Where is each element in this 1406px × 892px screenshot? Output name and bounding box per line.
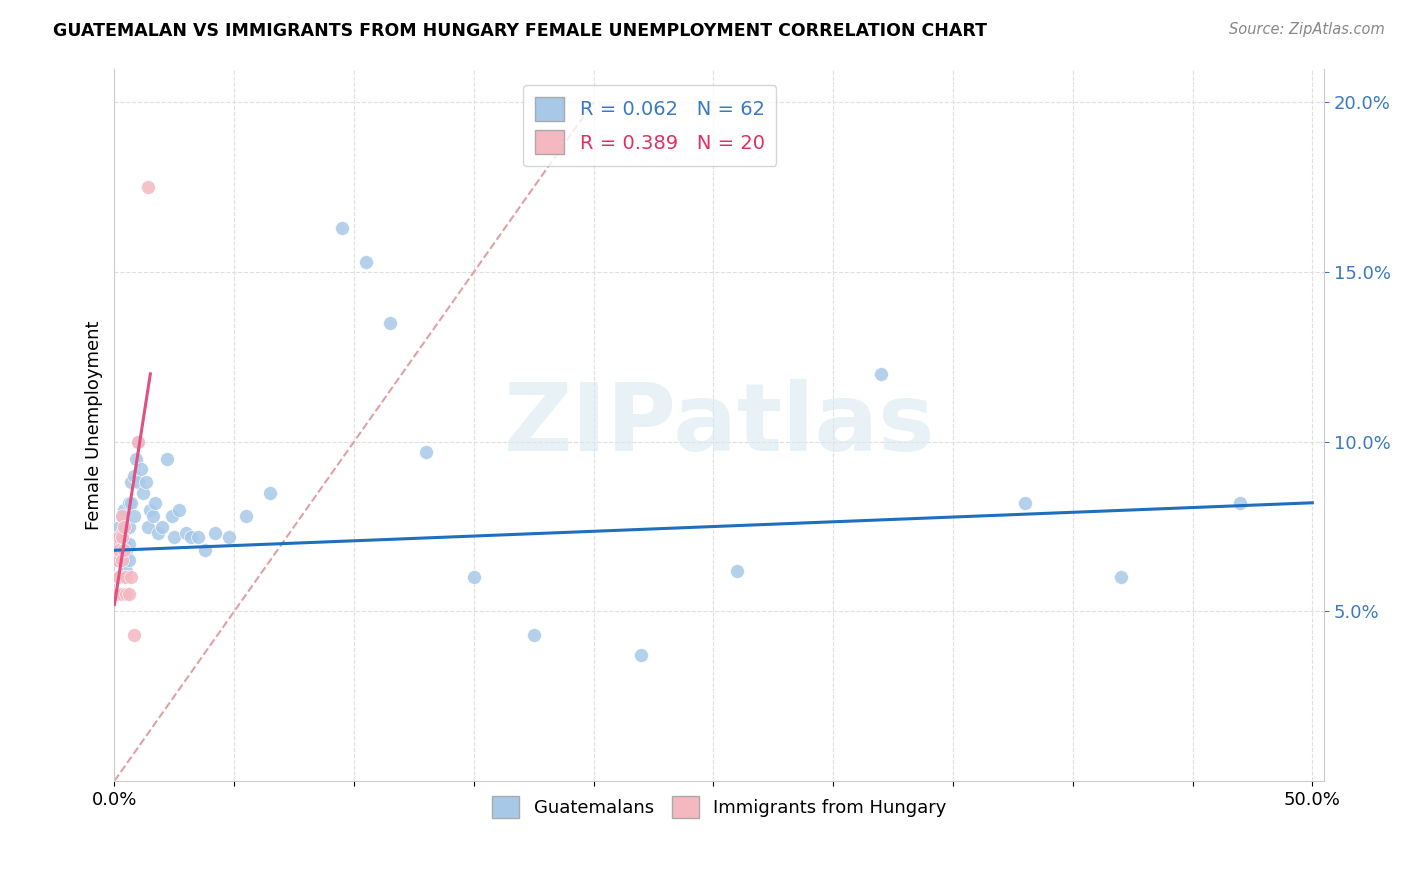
Point [118, 519, 141, 533]
Point [112, 553, 135, 567]
Point [115, 570, 138, 584]
Point [118, 496, 141, 510]
Point [194, 543, 217, 558]
Point [112, 536, 135, 550]
Point [330, 221, 353, 235]
Point [108, 570, 131, 584]
Point [125, 451, 148, 466]
Point [150, 519, 173, 533]
Point [105, 570, 128, 584]
Point [136, 180, 159, 194]
Point [122, 468, 145, 483]
Point [112, 570, 135, 584]
Point [136, 519, 159, 533]
Point [118, 536, 141, 550]
Point [129, 462, 152, 476]
Point [127, 475, 149, 490]
Point [108, 553, 131, 567]
Point [235, 509, 257, 524]
Text: Source: ZipAtlas.com: Source: ZipAtlas.com [1229, 22, 1385, 37]
Point [110, 530, 132, 544]
Point [108, 530, 131, 544]
Point [108, 536, 131, 550]
Point [870, 367, 893, 381]
Point [115, 543, 138, 558]
Point [1109, 570, 1132, 584]
Point [105, 530, 128, 544]
Point [523, 628, 546, 642]
Point [110, 509, 132, 524]
Point [110, 509, 132, 524]
Point [415, 445, 437, 459]
Point [1229, 496, 1251, 510]
Point [108, 519, 131, 533]
Point [118, 553, 141, 567]
Text: ZIPatlas: ZIPatlas [503, 379, 935, 471]
Point [354, 255, 377, 269]
Point [174, 526, 197, 541]
Point [108, 570, 131, 584]
Point [112, 543, 135, 558]
Point [105, 570, 128, 584]
Point [118, 587, 141, 601]
Point [127, 434, 149, 449]
Point [122, 509, 145, 524]
Point [105, 553, 128, 567]
Point [110, 570, 132, 584]
Point [218, 530, 240, 544]
Point [105, 587, 128, 601]
Point [725, 564, 748, 578]
Point [630, 648, 652, 663]
Point [146, 526, 169, 541]
Point [160, 509, 183, 524]
Point [110, 587, 132, 601]
Point [115, 519, 138, 533]
Point [187, 530, 209, 544]
Point [378, 316, 401, 330]
Point [135, 475, 157, 490]
Legend: Guatemalans, Immigrants from Hungary: Guatemalans, Immigrants from Hungary [485, 789, 953, 825]
Point [156, 451, 179, 466]
Point [463, 570, 485, 584]
Text: GUATEMALAN VS IMMIGRANTS FROM HUNGARY FEMALE UNEMPLOYMENT CORRELATION CHART: GUATEMALAN VS IMMIGRANTS FROM HUNGARY FE… [53, 22, 987, 40]
Point [163, 530, 186, 544]
Point [115, 587, 138, 601]
Point [112, 502, 135, 516]
Point [127, 434, 149, 449]
Point [108, 543, 131, 558]
Point [112, 519, 135, 533]
Point [120, 496, 142, 510]
Point [139, 502, 162, 516]
Point [180, 530, 202, 544]
Point [105, 553, 128, 567]
Point [167, 502, 190, 516]
Point [143, 496, 166, 510]
Point [122, 628, 145, 642]
Point [1014, 496, 1036, 510]
Point [142, 509, 165, 524]
Point [120, 570, 142, 584]
Point [132, 485, 155, 500]
Point [110, 543, 132, 558]
Point [110, 553, 132, 567]
Point [105, 543, 128, 558]
Point [110, 526, 132, 541]
Y-axis label: Female Unemployment: Female Unemployment [86, 320, 103, 530]
Point [120, 475, 142, 490]
Point [204, 526, 226, 541]
Point [115, 564, 138, 578]
Point [259, 485, 281, 500]
